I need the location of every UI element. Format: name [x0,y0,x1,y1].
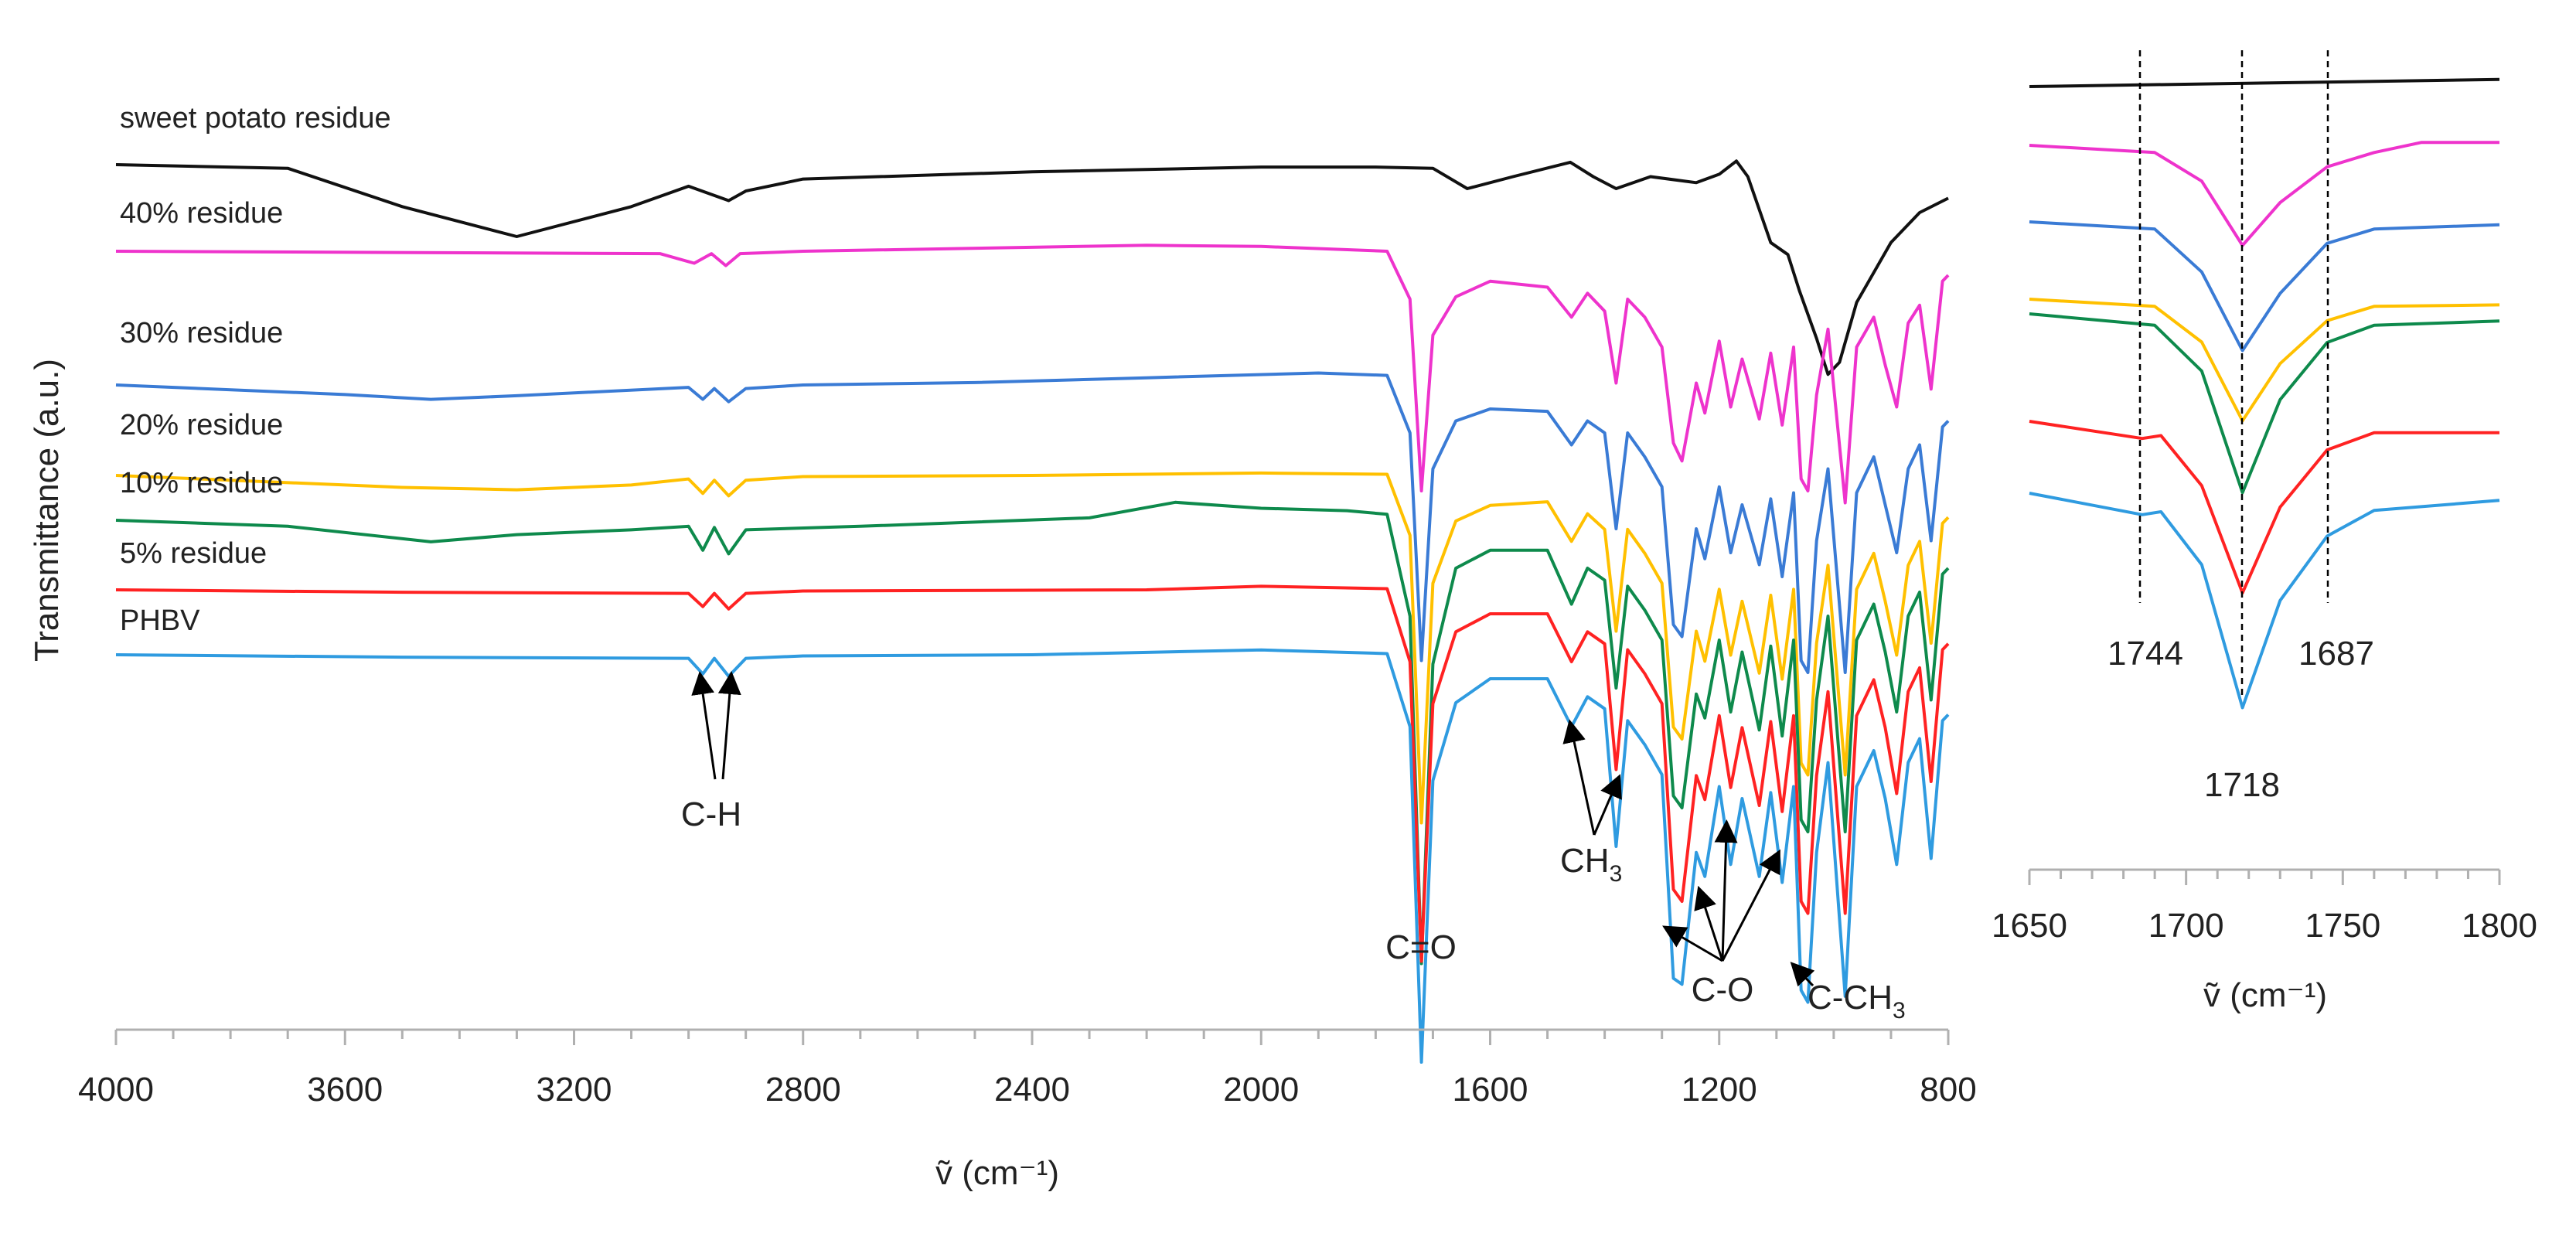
inset-series-group [2029,77,2500,710]
series-line-30-residue [115,371,1950,674]
main-x-axis-title: ṽ (cm⁻¹) [935,1154,1059,1192]
series-label-10-residue: 10% residue [120,467,283,499]
arrow-c-o-3 [1714,819,1738,962]
annotation-ch3-sub: 3 [1610,861,1623,887]
series-line-phbv [115,648,1950,1064]
annotation-ch3: CH3 [1560,842,1622,887]
annotation-ch3-main: CH [1560,842,1610,880]
inset-marker-lines [2138,50,2329,700]
x-tick-label-4000: 4000 [78,1071,154,1109]
x-tick-label-3200: 3200 [537,1071,612,1109]
arrow-c-o-2 [1694,885,1724,962]
annotation-c-h: C-H [681,795,741,833]
x-tick-label-1600: 1600 [1453,1071,1528,1109]
annotation-c-o-carbonyl: C=O [1385,928,1457,966]
inset-series-line-0 [2029,77,2500,88]
inset-marker-label-1718: 1718 [2204,766,2280,804]
arrow-c-ch3 [1790,962,1815,987]
inset-series-line-3 [2029,298,2500,423]
inset-series-line-4 [2029,312,2500,495]
main-series-labels: sweet potato residue 40% residue 30% resid… [120,102,391,637]
annotation-c-ch3: C-CH3 [1808,979,1906,1024]
x-tick-label-2800: 2800 [765,1071,841,1109]
series-label-phbv: PHBV [120,605,200,637]
series-label-20-residue: 20% residue [120,409,283,441]
inset-series-line-6 [2029,492,2500,710]
series-label-40-residue: 40% residue [120,197,283,230]
inset-x-tick-label-1650: 1650 [1992,907,2067,945]
inset-x-ticks: 1650 1700 1750 1800 [1992,870,2537,945]
series-label-5-residue: 5% residue [120,537,267,570]
x-tick-label-1200: 1200 [1682,1071,1757,1109]
x-tick-label-2400: 2400 [994,1071,1070,1109]
inset-x-axis-title: ṽ (cm⁻¹) [2203,976,2327,1014]
series-line-5-residue [115,584,1950,963]
series-line-40-residue [115,244,1950,505]
inset-x-tick-label-1800: 1800 [2462,907,2537,945]
series-label-30-residue: 30% residue [120,317,283,349]
inset-marker-label-1687: 1687 [2298,635,2374,673]
inset-series-line-1 [2029,141,2499,247]
series-line-sweet-potato-residue [115,159,1949,376]
series-label-sweet-potato-residue: sweet potato residue [120,102,391,135]
main-series-group [115,159,1950,1064]
series-line-20-residue [115,471,1950,825]
arrow-c-h-1 [691,671,717,780]
arrow-c-o-1 [1662,925,1723,962]
main-spectrum-panel: Transmittance (a.u.) sweet potato residu… [28,102,1977,1192]
inset-carbonyl-panel: 1744 1718 1687 1650 1700 1750 1800 ṽ (cm⁻¹) [1992,50,2537,1014]
annotation-arrows [691,671,1815,987]
inset-series-line-2 [2029,220,2500,353]
x-tick-label-800: 800 [1920,1071,1976,1109]
series-line-10-residue [115,500,1950,966]
inset-x-tick-label-1700: 1700 [2148,907,2224,945]
annotation-c-o: C-O [1692,971,1754,1009]
inset-x-tick-label-1750: 1750 [2305,907,2380,945]
annotation-c-ch3-main: C-CH [1808,979,1893,1017]
arrow-c-h-2 [717,671,741,780]
main-x-ticks: 4000 3600 3200 2800 2400 2000 1600 1200 800 [78,1030,1977,1109]
main-y-axis-title: Transmittance (a.u.) [28,359,66,662]
annotation-c-ch3-sub: 3 [1893,998,1906,1024]
inset-marker-label-1744: 1744 [2107,635,2183,673]
arrow-ch3-2 [1593,774,1622,836]
x-tick-label-2000: 2000 [1223,1071,1299,1109]
x-tick-label-3600: 3600 [307,1071,383,1109]
arrow-ch3-1 [1562,719,1596,836]
arrow-c-o-4 [1721,849,1780,962]
